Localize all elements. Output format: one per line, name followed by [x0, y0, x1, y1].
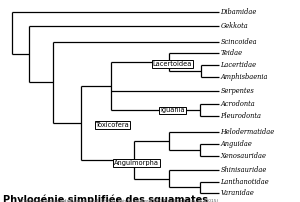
Text: Lacertoidea: Lacertoidea — [153, 61, 192, 67]
Text: Dibamidae: Dibamidae — [220, 8, 257, 16]
Text: D'après les travaux de Augues et al. (2002), Pais & Caldwell (2014) et Reeder et: D'après les travaux de Augues et al. (20… — [20, 199, 218, 202]
Text: Teidae: Teidae — [220, 49, 242, 57]
Text: Pleurodonta: Pleurodonta — [220, 113, 262, 120]
Text: Lacertidae: Lacertidae — [220, 61, 256, 69]
Text: Varanidae: Varanidae — [220, 189, 254, 197]
Text: Acrodonta: Acrodonta — [220, 100, 255, 108]
Text: Helodermatidae: Helodermatidae — [220, 128, 274, 136]
Text: Xenosauridae: Xenosauridae — [220, 152, 266, 160]
Text: Iguania: Iguania — [160, 107, 185, 114]
Text: Toxicofera: Toxicofera — [96, 122, 129, 128]
Text: Anguimorpha: Anguimorpha — [114, 160, 159, 166]
Text: Scincoidea: Scincoidea — [220, 38, 257, 45]
Text: Phylogénie simplifiée des squamates: Phylogénie simplifiée des squamates — [3, 195, 208, 202]
Text: Gekkota: Gekkota — [220, 22, 248, 31]
Text: Anguidae: Anguidae — [220, 140, 252, 148]
Text: Lanthanotidae: Lanthanotidae — [220, 178, 269, 186]
Text: Serpentes: Serpentes — [220, 87, 254, 95]
Text: Shinisauridae: Shinisauridae — [220, 166, 267, 174]
Text: Amphisbaenia: Amphisbaenia — [220, 73, 268, 81]
